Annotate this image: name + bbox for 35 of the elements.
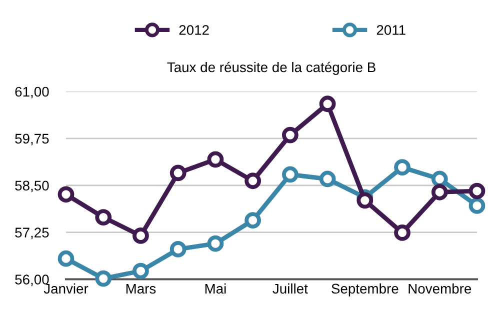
x-tick-label: Mars [126,284,156,294]
y-tick-label: 57,25 [15,228,49,240]
point [58,186,74,203]
chart-title: Taux de réussite de la catégorie B [167,62,376,75]
point [282,126,298,144]
legend-label: 2011 [376,25,406,35]
point [356,192,374,209]
point [207,235,224,252]
point [431,184,448,200]
x-tick-label: Septembre [332,283,398,296]
point [132,228,149,244]
y-tick-label: 58,50 [15,180,49,192]
point [394,224,410,241]
point [282,166,298,183]
x-tick-label: Juillet [272,283,308,294]
legend-label: 2012 [179,25,209,35]
point [95,209,112,226]
x-tick-label: Novembre [408,283,472,294]
point [468,182,486,200]
point [244,212,262,228]
point [170,241,186,258]
point [207,151,224,168]
point [319,170,336,188]
point [394,159,410,176]
point [58,250,74,267]
point [244,172,262,190]
point [132,262,149,280]
point [431,170,448,188]
point [170,164,186,182]
point [468,197,486,214]
y-tick-label: 59,75 [15,134,49,146]
point [319,96,336,112]
x-tick-label: Mai [205,283,226,294]
point [95,270,112,287]
y-tick-label: 61,00 [15,86,49,98]
